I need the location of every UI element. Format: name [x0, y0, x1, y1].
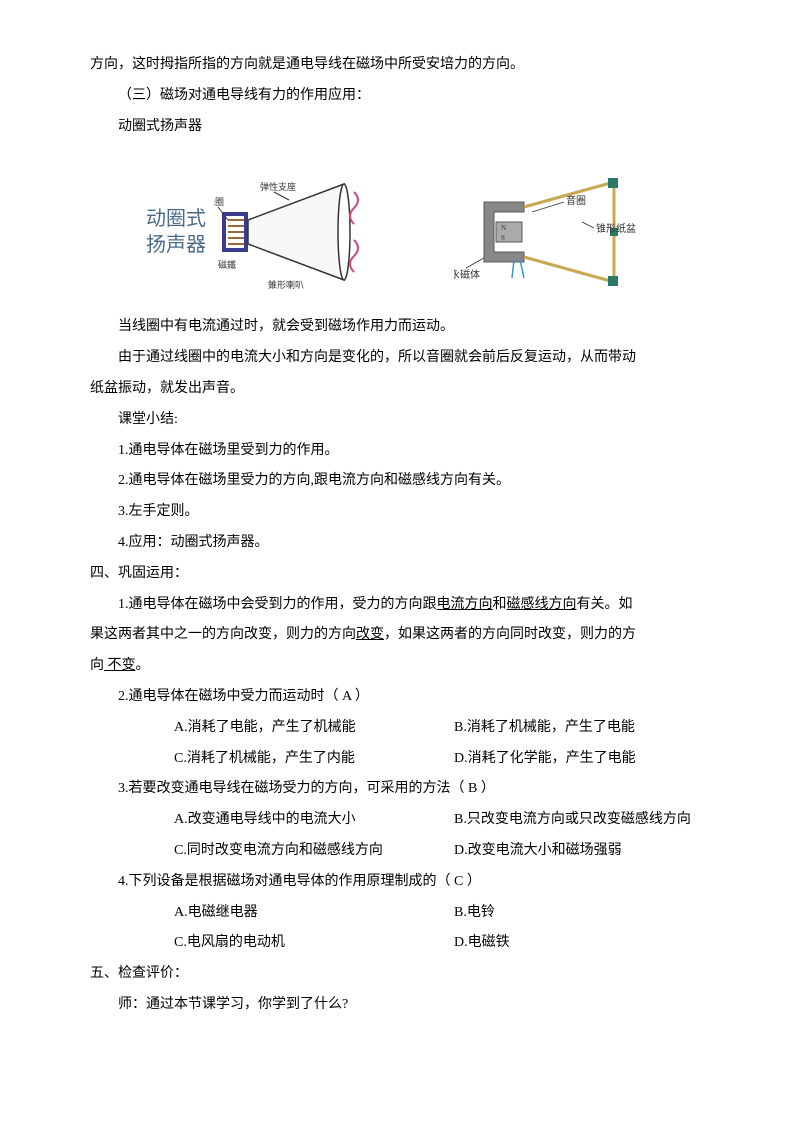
- diagrams-container: 动圈式 扬声器 弹性支座 线圈 磁鐵 錐形喇叭 N S: [90, 172, 710, 292]
- label-cone: 錐形喇叭: [268, 279, 304, 290]
- label-coil: 线圈: [214, 196, 224, 207]
- q1-text5: 向: [90, 658, 104, 673]
- q1-text1: 1.通电导体在磁场中会受到力的作用，受力的方向跟: [118, 597, 437, 612]
- explain-line1: 由于通过线圈中的电流大小和方向是变化的，所以音圈就会前后反复运动，从而带动: [90, 343, 710, 374]
- q1-text3: 果这两者其中之一的方向改变，则力的方向: [90, 627, 356, 642]
- label-paper-cone: 锥形纸盆: [596, 222, 636, 235]
- label-support: 弹性支座: [260, 181, 296, 192]
- q1-mid1: 和: [493, 597, 507, 612]
- q1-line1: 1.通电导体在磁场中会受到力的作用，受力的方向跟电流方向和磁感线方向有关。如: [90, 590, 710, 621]
- q2-opt-c: C.消耗了机械能，产生了内能: [174, 744, 454, 775]
- svg-text:N: N: [501, 224, 506, 232]
- q3-opt-c: C.同时改变电流方向和磁感线方向: [174, 836, 454, 867]
- q3-stem: 3.若要改变通电导线在磁场受力的方向，可采用的方法（ B ）: [90, 774, 710, 805]
- diagram-left: 动圈式 扬声器 弹性支座 线圈 磁鐵 錐形喇叭: [146, 172, 394, 292]
- explain-line2: 纸盆振动，就发出声音。: [90, 374, 710, 405]
- summary-title: 课堂小结:: [90, 405, 710, 436]
- q4-opt-a: A.电磁继电器: [174, 898, 454, 929]
- q3-opt-d: D.改变电流大小和磁场强弱: [454, 836, 710, 867]
- q4-opt-c: C.电风扇的电动机: [174, 928, 454, 959]
- q4-row2: C.电风扇的电动机D.电磁铁: [90, 928, 710, 959]
- q2-opt-d: D.消耗了化学能，产生了电能: [454, 744, 710, 775]
- q3-row1: A.改变通电导线中的电流大小B.只改变电流方向或只改变磁感线方向: [90, 805, 710, 836]
- q1-blank2: 磁感线方向: [507, 597, 577, 612]
- summary-item-2: 2.通电导体在磁场里受力的方向,跟电流方向和磁感线方向有关。: [90, 466, 710, 497]
- section5-line: 师：通过本节课学习，你学到了什么?: [90, 990, 710, 1021]
- q1-line3: 向 不变。: [90, 651, 710, 682]
- section4-title: 四、巩固运用：: [90, 559, 710, 590]
- q1-text2: 有关。如: [577, 597, 633, 612]
- q4-row1: A.电磁继电器B.电铃: [90, 898, 710, 929]
- coil-paragraph: 当线圈中有电流通过时，就会受到磁场作用力而运动。: [90, 312, 710, 343]
- q3-row2: C.同时改变电流方向和磁感线方向D.改变电流大小和磁场强弱: [90, 836, 710, 867]
- q1-blank4: 不变: [104, 658, 136, 673]
- speaker-diagram-left: 弹性支座 线圈 磁鐵 錐形喇叭: [214, 172, 394, 292]
- section5-title: 五、检查评价：: [90, 959, 710, 990]
- summary-item-1: 1.通电导体在磁场里受到力的作用。: [90, 436, 710, 467]
- q1-blank3: 改变: [356, 627, 384, 642]
- svg-text:S: S: [501, 234, 505, 242]
- label-voice-coil: 音圈: [566, 194, 586, 207]
- q1-blank1: 电流方向: [437, 597, 493, 612]
- q2-row2: C.消耗了机械能，产生了内能D.消耗了化学能，产生了电能: [90, 744, 710, 775]
- diagram-left-title: 动圈式 扬声器: [146, 206, 206, 258]
- q4-opt-d: D.电磁铁: [454, 928, 710, 959]
- speaker-diagram-right: N S 音圈 锥形纸盆 永磁体: [454, 172, 654, 292]
- q3-opt-b: B.只改变电流方向或只改变磁感线方向: [454, 805, 710, 836]
- q3-opt-a: A.改变通电导线中的电流大小: [174, 805, 454, 836]
- speaker-name: 动圈式扬声器: [90, 112, 710, 143]
- summary-item-4: 4.应用：动圈式扬声器。: [90, 528, 710, 559]
- q4-stem: 4.下列设备是根据磁场对通电导体的作用原理制成的（ C ）: [90, 867, 710, 898]
- q4-opt-b: B.电铃: [454, 898, 710, 929]
- q1-text4: ，如果这两者的方向同时改变，则力的方: [384, 627, 636, 642]
- q2-stem: 2.通电导体在磁场中受力而运动时（ A ）: [90, 682, 710, 713]
- label-magnet: 磁鐵: [218, 259, 236, 270]
- label-permanent-magnet: 永磁体: [454, 268, 480, 281]
- section3-title: （三）磁场对通电导线有力的作用应用：: [90, 81, 710, 112]
- q2-opt-b: B.消耗了机械能，产生了电能: [454, 713, 710, 744]
- summary-item-3: 3.左手定则。: [90, 497, 710, 528]
- q1-text6: 。: [136, 658, 150, 673]
- q2-opt-a: A.消耗了电能，产生了机械能: [174, 713, 454, 744]
- q1-line2: 果这两者其中之一的方向改变，则力的方向改变，如果这两者的方向同时改变，则力的方: [90, 620, 710, 651]
- q2-row1: A.消耗了电能，产生了机械能B.消耗了机械能，产生了电能: [90, 713, 710, 744]
- intro-line: 方向，这时拇指所指的方向就是通电导线在磁场中所受安培力的方向。: [90, 50, 710, 81]
